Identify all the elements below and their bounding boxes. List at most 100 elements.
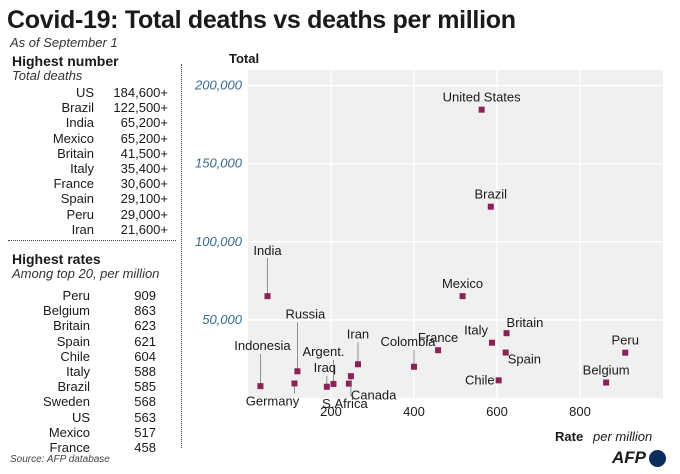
- data-label: United States: [443, 90, 522, 105]
- death-rate-value: 604: [134, 348, 156, 364]
- x-axis-label: Rate: [555, 429, 583, 444]
- total-deaths-value: 122,500+: [113, 100, 168, 116]
- death-rate-country: Brazil: [57, 379, 90, 395]
- death-rate-value: 863: [134, 303, 156, 319]
- total-deaths-country: France: [53, 176, 94, 192]
- data-point: [264, 293, 271, 300]
- highest-number-subheading: Total deaths: [12, 68, 83, 83]
- total-deaths-country: Italy: [70, 160, 94, 176]
- table-row: US 563: [8, 410, 170, 425]
- highest-rates-heading: Highest rates: [12, 251, 101, 267]
- data-label: S.Africa: [322, 396, 368, 411]
- data-label: Peru: [612, 333, 639, 348]
- death-rate-country: Peru: [62, 288, 90, 303]
- total-deaths-country: Spain: [60, 191, 94, 207]
- death-rate-value: 517: [134, 424, 156, 440]
- highest-number-heading: Highest number: [12, 53, 119, 69]
- total-deaths-value: 29,000+: [120, 206, 168, 222]
- death-rate-value: 458: [134, 439, 156, 455]
- total-deaths-country: Mexico: [52, 130, 94, 146]
- death-rate-value: 621: [134, 333, 156, 349]
- total-deaths-value: 29,100+: [120, 191, 168, 207]
- table-row: Mexico 517: [8, 425, 170, 440]
- data-point: [495, 377, 502, 384]
- data-label: Canada: [351, 388, 397, 403]
- death-rate-country: Sweden: [43, 394, 90, 410]
- table-row: Spain 29,100+: [8, 191, 170, 206]
- death-rate-country: Belgium: [43, 303, 90, 319]
- table-row: Sweden 568: [8, 394, 170, 409]
- table-row: India 65,200+: [8, 115, 170, 130]
- data-label: Argent.: [303, 344, 345, 359]
- x-tick-label: 800: [569, 404, 591, 419]
- source-note: Source: AFP database: [10, 454, 110, 465]
- total-deaths-value: 65,200+: [120, 115, 168, 131]
- total-deaths-value: 21,600+: [120, 221, 168, 237]
- death-rate-country: Spain: [56, 333, 90, 349]
- table-row: Brazil 585: [8, 379, 170, 394]
- table-row: Chile 604: [8, 349, 170, 364]
- data-label: Italy: [464, 323, 488, 338]
- plot-area: [248, 70, 663, 398]
- total-deaths-country: Brazil: [61, 100, 94, 116]
- table-row: France 458: [8, 440, 170, 455]
- data-point: [354, 361, 361, 368]
- data-point: [435, 347, 442, 354]
- highest-rates-subheading: Among top 20, per million: [12, 266, 160, 281]
- total-deaths-value: 65,200+: [120, 130, 168, 146]
- divider-vertical: [181, 64, 182, 448]
- data-point: [487, 203, 494, 210]
- data-label: Britain: [507, 315, 544, 330]
- data-label: Chile: [465, 372, 495, 387]
- total-deaths-value: 30,600+: [120, 176, 168, 192]
- data-point: [291, 380, 298, 387]
- data-label: France: [418, 330, 458, 345]
- data-label: Iraq: [314, 360, 336, 375]
- data-point: [502, 349, 509, 356]
- data-label: Germany: [246, 393, 300, 408]
- afp-logo-text: AFP: [612, 448, 646, 467]
- table-row: Italy 588: [8, 364, 170, 379]
- death-rate-value: 568: [134, 394, 156, 410]
- death-rate-country: Britain: [53, 318, 90, 334]
- chart-subtitle: As of September 1: [10, 35, 118, 50]
- data-point: [347, 373, 354, 380]
- y-axis-label: Total: [229, 51, 259, 66]
- total-deaths-country: Peru: [66, 206, 94, 222]
- highest-rates-table: Peru 909 Belgium 863 Britain 623 Spain 621 Chile…: [8, 288, 170, 455]
- divider: [8, 240, 176, 241]
- data-label: India: [253, 243, 282, 258]
- globe-icon: [649, 449, 666, 467]
- data-label: Colombia: [381, 334, 437, 349]
- data-label: Indonesia: [234, 338, 291, 353]
- table-row: France 30,600+: [8, 176, 170, 191]
- table-row: Britain 623: [8, 318, 170, 333]
- total-deaths-country: India: [65, 115, 94, 131]
- data-point: [330, 380, 337, 387]
- table-row: Brazil 122,500+: [8, 100, 170, 115]
- x-tick-label: 600: [486, 404, 508, 419]
- table-row: Italy 35,400+: [8, 161, 170, 176]
- table-row: Peru 29,000+: [8, 207, 170, 222]
- data-label: Iran: [347, 326, 369, 341]
- data-label: Mexico: [442, 276, 483, 291]
- x-tick-label: 200: [320, 404, 342, 419]
- data-point: [459, 293, 466, 300]
- y-tick-label: 50,000: [202, 312, 243, 327]
- table-row: Belgium 863: [8, 303, 170, 318]
- data-point: [503, 330, 510, 337]
- total-deaths-country: US: [75, 85, 94, 100]
- table-row: Mexico 65,200+: [8, 131, 170, 146]
- data-point: [478, 106, 485, 113]
- data-point: [411, 363, 417, 370]
- data-point: [603, 379, 610, 386]
- death-rate-value: 585: [134, 379, 156, 395]
- data-point: [323, 383, 330, 390]
- total-deaths-value: 184,600+: [113, 85, 168, 100]
- table-row: US 184,600+: [8, 85, 170, 100]
- total-deaths-country: Britain: [57, 145, 94, 161]
- death-rate-value: 563: [134, 409, 156, 425]
- death-rate-country: Chile: [60, 348, 90, 364]
- data-point: [622, 349, 629, 356]
